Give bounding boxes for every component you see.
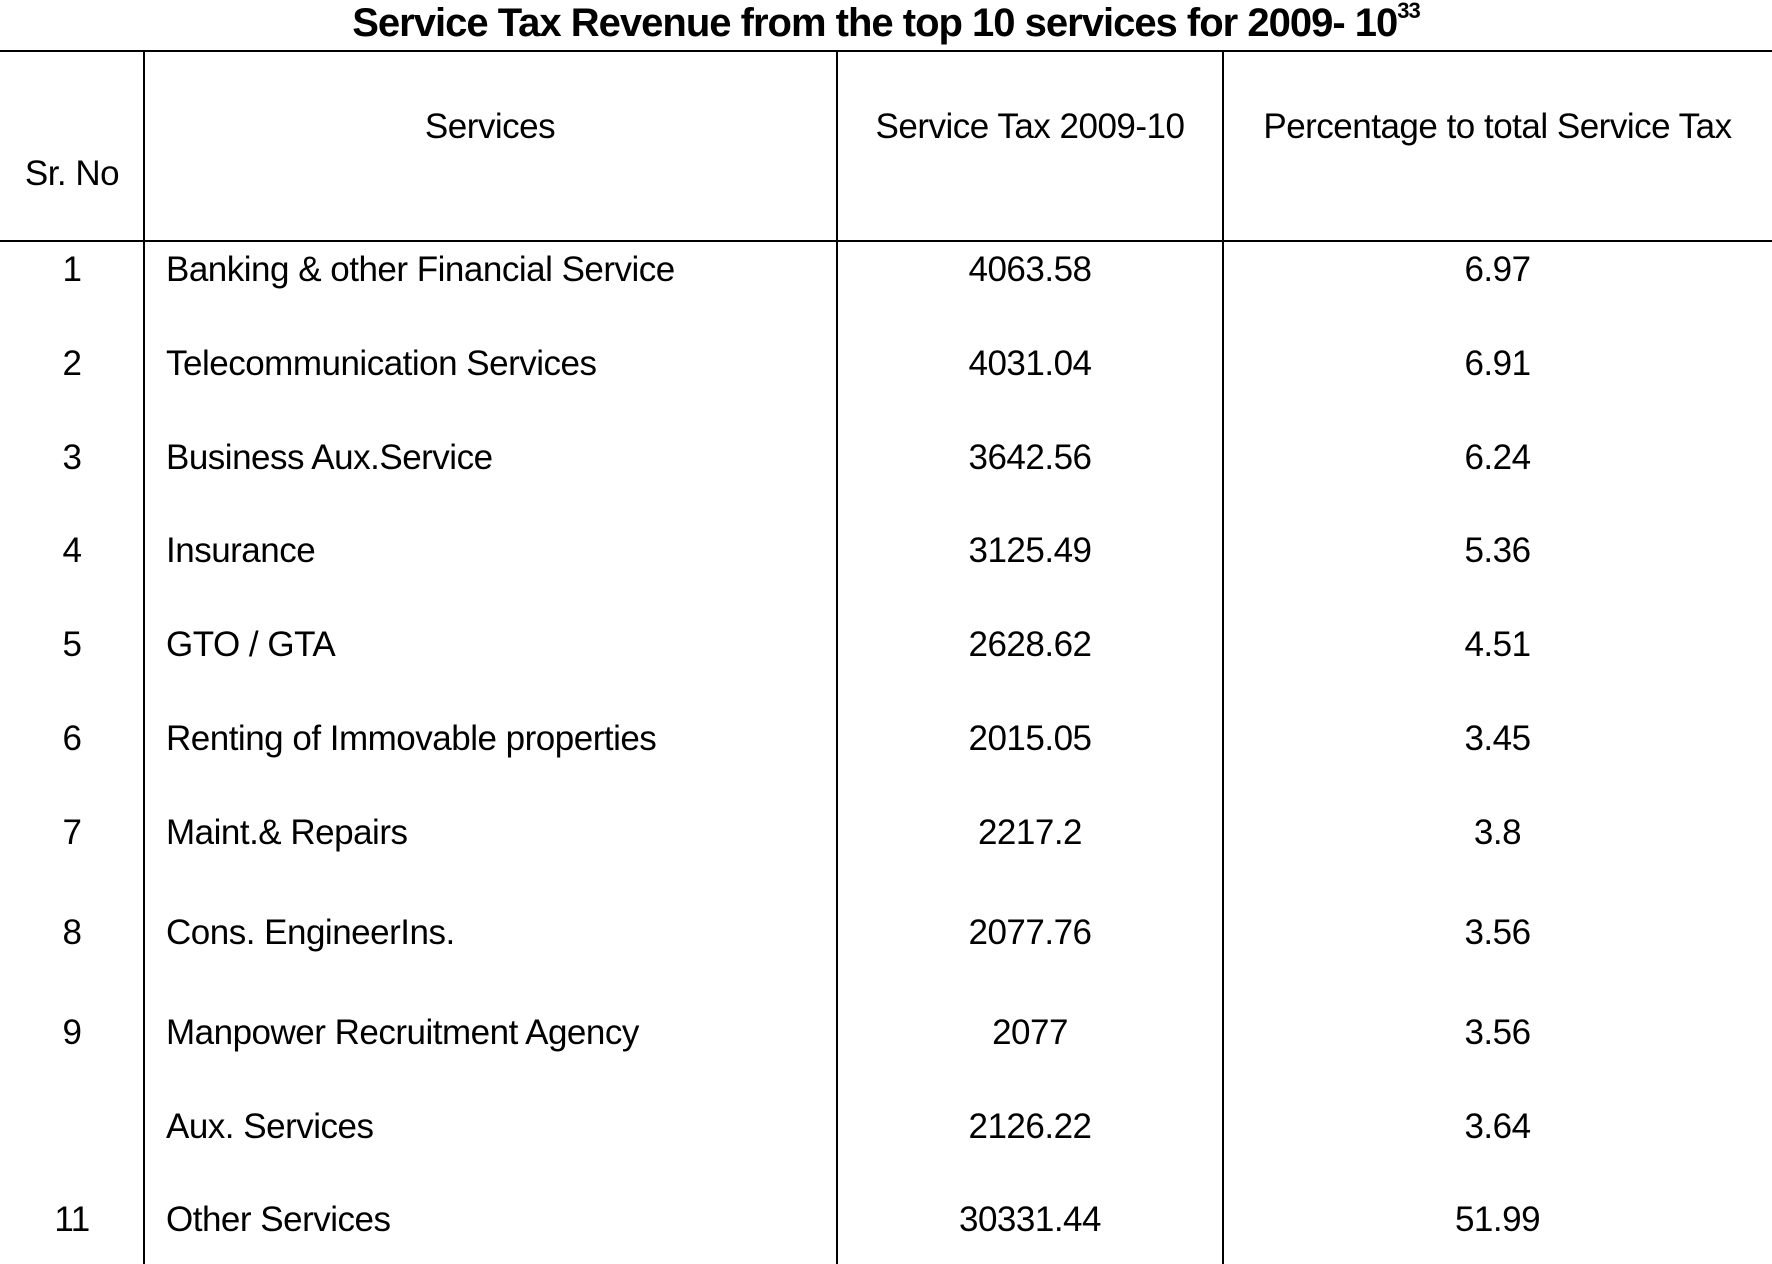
percentage-cell: 3.56 — [1464, 913, 1531, 952]
service-tax-cell: 3642.56 — [968, 438, 1092, 477]
percentage-cell: 6.24 — [1464, 438, 1531, 477]
service-tax-cell: 2126.22 — [968, 1107, 1092, 1146]
column-divider — [836, 51, 838, 1264]
header-rule — [0, 240, 1772, 242]
header-percentage: Percentage to total Service Tax — [1263, 107, 1732, 146]
percentage-cell: 3.56 — [1464, 1013, 1531, 1052]
percentage-cell: 4.51 — [1464, 625, 1531, 664]
service-cell: Manpower Recruitment Agency — [166, 1013, 639, 1052]
service-cell: GTO / GTA — [166, 625, 336, 664]
title-text: Service Tax Revenue from the top 10 serv… — [352, 1, 1398, 45]
percentage-cell: 3.45 — [1464, 719, 1531, 758]
sr-no-cell: 2 — [62, 344, 82, 383]
service-tax-cell: 3125.49 — [968, 531, 1092, 570]
column-divider — [1222, 51, 1224, 1264]
service-tax-cell: 30331.44 — [959, 1200, 1101, 1239]
service-cell: Business Aux.Service — [166, 438, 493, 477]
header-services: Services — [424, 107, 556, 146]
sr-no-cell: 5 — [62, 625, 82, 664]
service-tax-cell: 2077 — [992, 1013, 1068, 1052]
top-rule — [0, 50, 1772, 52]
column-divider — [143, 51, 145, 1264]
sr-no-cell: 7 — [62, 813, 82, 852]
service-cell: Renting of Immovable properties — [166, 719, 657, 758]
service-tax-cell: 2217.2 — [977, 813, 1083, 852]
service-cell: Insurance — [166, 531, 316, 570]
sr-no-cell: 9 — [62, 1013, 82, 1052]
sr-no-cell: 3 — [62, 438, 82, 477]
percentage-cell: 51.99 — [1454, 1200, 1541, 1239]
table-title: Service Tax Revenue from the top 10 serv… — [0, 0, 1772, 46]
sr-no-cell: 6 — [62, 719, 82, 758]
service-cell: Maint.& Repairs — [166, 813, 408, 852]
service-cell: Telecommunication Services — [166, 344, 597, 383]
service-tax-cell: 2628.62 — [968, 625, 1092, 664]
service-tax-cell: 4031.04 — [968, 344, 1092, 383]
service-tax-cell: 2077.76 — [968, 913, 1092, 952]
service-cell: Aux. Services — [166, 1107, 374, 1146]
service-cell: Other Services — [166, 1200, 391, 1239]
sr-no-cell: 1 — [62, 250, 82, 289]
sr-no-cell: 8 — [62, 913, 82, 952]
service-tax-cell: 4063.58 — [968, 250, 1092, 289]
service-tax-cell: 2015.05 — [968, 719, 1092, 758]
service-cell: Banking & other Financial Service — [166, 250, 675, 289]
percentage-cell: 3.64 — [1464, 1107, 1531, 1146]
header-service-tax: Service Tax 2009-10 — [875, 107, 1185, 146]
percentage-cell: 6.97 — [1464, 250, 1531, 289]
footnote-marker: 33 — [1397, 0, 1421, 23]
service-cell: Cons. EngineerIns. — [166, 913, 455, 952]
sr-no-cell: 11 — [54, 1200, 90, 1239]
sr-no-cell: 4 — [62, 531, 82, 570]
percentage-cell: 6.91 — [1464, 344, 1531, 383]
percentage-cell: 3.8 — [1473, 813, 1522, 852]
header-sr-no: Sr. No — [24, 154, 120, 193]
percentage-cell: 5.36 — [1464, 531, 1531, 570]
